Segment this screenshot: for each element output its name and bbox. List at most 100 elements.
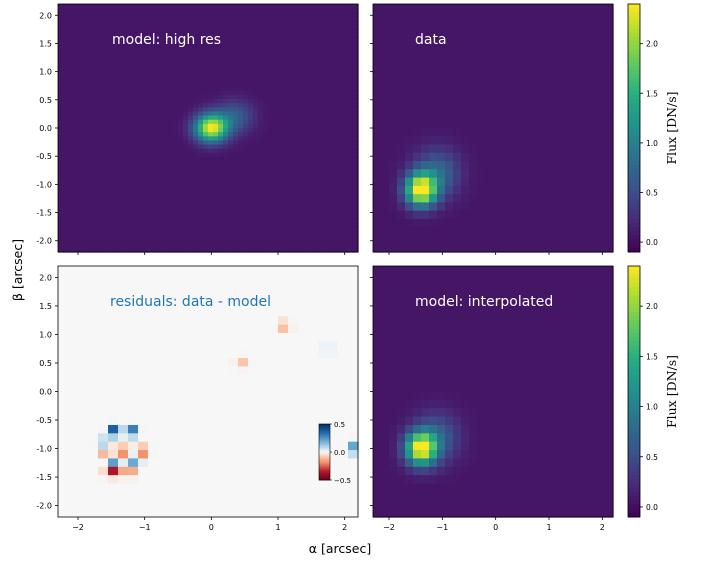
heatmap-cell (98, 28, 104, 34)
heatmap-cell (213, 20, 219, 26)
heatmap-cell (541, 185, 550, 195)
heatmap-cell (429, 136, 438, 146)
heatmap-cell (333, 144, 339, 150)
heatmap-cell (429, 152, 438, 162)
heatmap-cell (493, 210, 502, 220)
heatmap-cell (421, 37, 430, 46)
heatmap-cell (303, 103, 309, 108)
heatmap-cell (183, 119, 189, 125)
heatmap-cell (525, 94, 534, 104)
heatmap-cell (118, 148, 124, 154)
heatmap-cell (173, 227, 179, 232)
heatmap-cell (68, 70, 74, 75)
heatmap-cell (223, 53, 229, 59)
heatmap-cell (248, 156, 254, 162)
heatmap-cell (163, 235, 169, 241)
heatmap-cell (549, 61, 558, 71)
heatmap-cell (118, 140, 124, 146)
heatmap-cell (178, 107, 184, 113)
heatmap-cell (198, 32, 204, 38)
panel-2: data (370, 3, 614, 255)
heatmap-cell (413, 4, 422, 13)
heatmap-cell (541, 103, 550, 113)
heatmap-cell (188, 231, 194, 237)
heatmap-cell (313, 206, 319, 212)
heatmap-cell (123, 165, 129, 170)
heatmap-cell (168, 316, 179, 326)
heatmap-cell (437, 235, 446, 245)
heatmap-cell (78, 45, 84, 51)
heatmap-cell (597, 70, 606, 79)
heatmap-cell (298, 53, 304, 59)
heatmap-cell (549, 243, 558, 253)
heatmap-cell (73, 206, 79, 212)
heatmap-cell (183, 214, 189, 220)
heatmap-cell (293, 74, 299, 79)
heatmap-cell (573, 218, 582, 228)
heatmap-cell (133, 32, 139, 38)
heatmap-cell (228, 177, 234, 183)
heatmap-cell (168, 441, 179, 451)
heatmap-cell (253, 161, 259, 166)
heatmap-cell (93, 37, 99, 42)
heatmap-cell (517, 45, 526, 55)
heatmap-cell (557, 103, 566, 113)
heatmap-cell (343, 86, 349, 92)
heatmap-cell (73, 28, 79, 34)
heatmap-cell (178, 169, 184, 175)
heatmap-cell (258, 111, 264, 117)
heatmap-cell (123, 32, 129, 38)
heatmap-cell (198, 165, 204, 170)
heatmap-cell (453, 227, 462, 237)
heatmap-cell (178, 119, 184, 125)
heatmap-cell (88, 99, 94, 104)
heatmap-cell (445, 243, 454, 253)
heatmap-cell (88, 57, 94, 63)
heatmap-cell (173, 173, 179, 179)
heatmap-cell (218, 32, 224, 38)
heatmap-cell (313, 235, 319, 241)
heatmap-cell (58, 90, 64, 96)
heatmap-cell (163, 223, 169, 228)
heatmap-cell (253, 66, 259, 71)
heatmap-cell (597, 61, 606, 71)
heatmap-cell (228, 37, 234, 42)
heatmap-cell (118, 349, 129, 359)
heatmap-cell (298, 24, 304, 30)
heatmap-cell (158, 299, 169, 309)
heatmap-cell (293, 32, 299, 38)
heatmap-cell (218, 20, 224, 26)
heatmap-cell (218, 45, 224, 51)
heatmap-cell (163, 61, 169, 67)
heatmap-cell (103, 235, 109, 241)
heatmap-cell (178, 190, 184, 195)
heatmap-cell (208, 218, 214, 224)
heatmap-cell (323, 235, 329, 241)
heatmap-cell (133, 28, 139, 34)
heatmap-cell (68, 181, 74, 187)
heatmap-cell (113, 32, 119, 38)
heatmap-cell (525, 152, 534, 162)
heatmap-cell (353, 32, 359, 38)
heatmap-cell (133, 123, 139, 129)
heatmap-cell (308, 28, 314, 34)
heatmap-cell (338, 194, 344, 199)
heatmap-cell (228, 214, 234, 220)
heatmap-cell (88, 20, 94, 26)
heatmap-cell (258, 181, 264, 187)
heatmap-cell (68, 441, 79, 451)
heatmap-cell (243, 74, 249, 79)
heatmap-cell (343, 218, 349, 224)
heatmap-cell (98, 148, 104, 154)
heatmap-cell (198, 20, 204, 26)
heatmap-cell (198, 374, 209, 384)
heatmap-cell (78, 119, 84, 125)
heatmap-cell (173, 32, 179, 38)
heatmap-cell (278, 177, 284, 183)
heatmap-cell (88, 28, 94, 34)
heatmap-cell (138, 20, 144, 26)
heatmap-cell (429, 103, 438, 113)
heatmap-cell (63, 223, 69, 228)
heatmap-cell (118, 32, 124, 38)
heatmap-cell (153, 57, 159, 63)
